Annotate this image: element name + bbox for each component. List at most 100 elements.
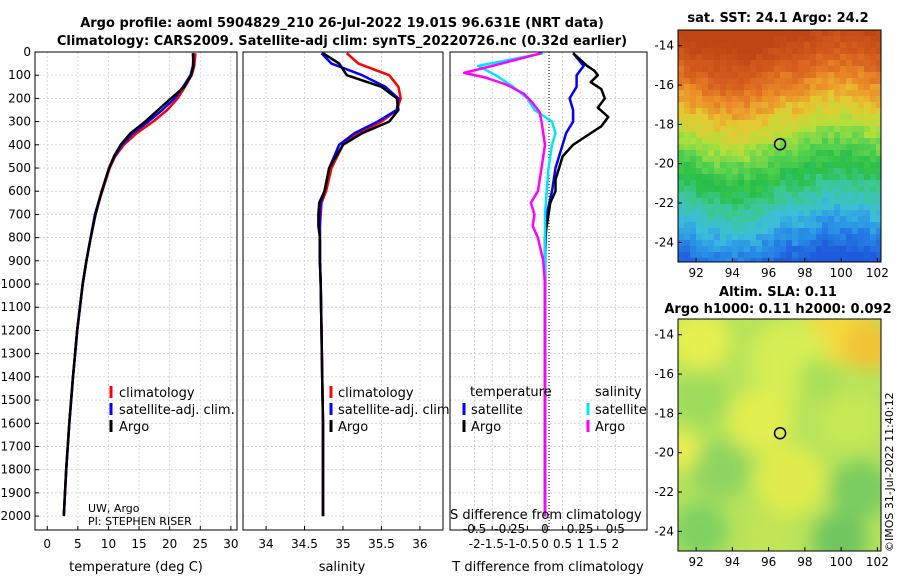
sst-cell xyxy=(720,144,726,150)
sst-cell xyxy=(840,150,846,156)
sst-cell xyxy=(810,174,816,180)
sst-cell xyxy=(822,180,828,186)
sst-cell xyxy=(702,132,708,138)
sst-cell xyxy=(822,42,828,48)
sst-cell xyxy=(756,240,762,246)
sst-cell xyxy=(852,60,858,66)
sst-cell xyxy=(864,72,870,78)
sst-cell xyxy=(786,156,792,162)
sst-cell xyxy=(828,72,834,78)
sst-cell xyxy=(744,48,750,54)
sst-cell xyxy=(696,72,702,78)
sst-cell xyxy=(720,60,726,66)
sst-cell xyxy=(768,36,774,42)
sst-cell xyxy=(846,240,852,246)
sst-cell xyxy=(702,138,708,144)
sst-cell xyxy=(828,156,834,162)
sst-cell xyxy=(744,204,750,210)
salinity-tick-labels: 34 34.5 35 35.5 36 xyxy=(258,526,428,551)
sst-cell xyxy=(816,48,822,54)
sst-cell xyxy=(726,258,732,262)
sst-cell xyxy=(804,126,810,132)
sst-cell xyxy=(678,48,684,54)
legend-argo-label: Argo xyxy=(338,420,368,435)
salinity-legend: climatology satellite-adj. clim. Argo xyxy=(329,386,454,435)
sst-cell xyxy=(816,102,822,108)
sst-cell xyxy=(714,156,720,162)
sst-cell xyxy=(876,42,881,48)
sst-cell xyxy=(870,144,876,150)
sst-cell xyxy=(810,66,816,72)
sst-cell xyxy=(858,150,864,156)
sst-cell xyxy=(780,90,786,96)
sst-cell xyxy=(726,174,732,180)
sst-cell xyxy=(684,156,690,162)
temperature-grid xyxy=(35,51,237,530)
sst-cell xyxy=(858,204,864,210)
sst-cell xyxy=(816,120,822,126)
sst-cell xyxy=(798,174,804,180)
sst-cell xyxy=(822,132,828,138)
sst-cell xyxy=(822,102,828,108)
lon-tick-label: 102 xyxy=(866,266,889,280)
sst-cell xyxy=(738,102,744,108)
sst-cell xyxy=(684,84,690,90)
sst-cell xyxy=(696,96,702,102)
sst-cell xyxy=(750,198,756,204)
sst-cell xyxy=(678,54,684,60)
y-tick-label: 300 xyxy=(8,115,31,129)
sst-cell xyxy=(768,222,774,228)
sst-cell xyxy=(870,108,876,114)
sst-cell xyxy=(834,72,840,78)
sst-cell xyxy=(720,228,726,234)
sst-cell xyxy=(828,54,834,60)
sst-cell xyxy=(822,210,828,216)
sst-cell xyxy=(780,144,786,150)
sst-cell xyxy=(690,168,696,174)
sst-cell xyxy=(708,198,714,204)
y-tick-label: 1100 xyxy=(0,300,31,314)
sst-cell xyxy=(768,42,774,48)
y-tick-label: 1500 xyxy=(0,393,31,407)
sst-cell xyxy=(756,174,762,180)
sla-map-ticks: 92 94 96 98 100 102 -14 -16 -18 -20 -22 -24 xyxy=(654,328,888,569)
sst-cell xyxy=(774,210,780,216)
sst-cell xyxy=(780,66,786,72)
sst-cell xyxy=(810,210,816,216)
sst-cell xyxy=(822,96,828,102)
sst-cell xyxy=(870,132,876,138)
sst-cell xyxy=(786,54,792,60)
sst-cell xyxy=(840,90,846,96)
sla-blob xyxy=(845,320,881,370)
sst-cell xyxy=(720,168,726,174)
sst-cell xyxy=(786,96,792,102)
sst-cell xyxy=(768,96,774,102)
lat-tick-label: -14 xyxy=(654,39,674,53)
sst-cell xyxy=(822,162,828,168)
sst-cell xyxy=(762,60,768,66)
sst-cell xyxy=(804,222,810,228)
sst-cell xyxy=(870,246,876,252)
sst-cell xyxy=(708,258,714,262)
sst-cell xyxy=(774,222,780,228)
sst-cell xyxy=(822,66,828,72)
sla-blob xyxy=(755,445,825,515)
sst-cell xyxy=(696,216,702,222)
sst-cell xyxy=(768,138,774,144)
sst-cell xyxy=(726,216,732,222)
sst-cell xyxy=(780,132,786,138)
sst-cell xyxy=(780,138,786,144)
sst-cell xyxy=(756,192,762,198)
sst-cell xyxy=(786,204,792,210)
sst-cell xyxy=(792,66,798,72)
sst-cell xyxy=(840,162,846,168)
x-tick-label: 2 xyxy=(612,537,620,551)
sst-cell xyxy=(696,234,702,240)
sst-cell xyxy=(846,246,852,252)
sst-cell xyxy=(786,222,792,228)
sst-cell xyxy=(876,102,881,108)
x-tick-label: 30 xyxy=(223,537,238,551)
sst-cell xyxy=(804,90,810,96)
sst-cell xyxy=(810,180,816,186)
sst-cell xyxy=(690,96,696,102)
